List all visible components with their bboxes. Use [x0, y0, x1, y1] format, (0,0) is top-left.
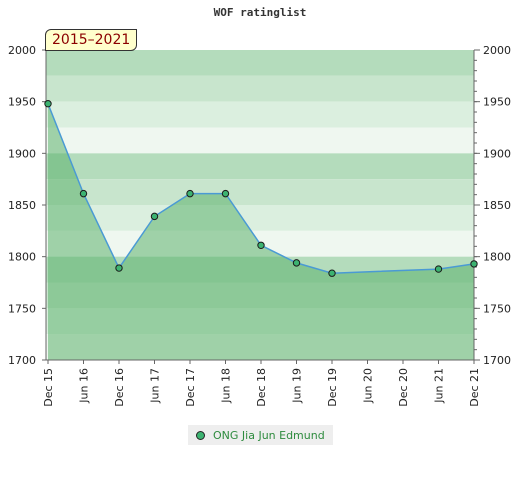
x-tick-label: Dec 18	[255, 368, 268, 407]
y-tick-label-right: 1950	[483, 96, 511, 109]
data-point	[221, 189, 230, 198]
y-tick-label-right: 2000	[483, 44, 511, 57]
data-point	[470, 260, 478, 268]
background-band	[46, 205, 474, 231]
y-tick-label-left: 1850	[8, 199, 36, 212]
data-point	[328, 269, 336, 277]
y-tick-label-left: 2000	[8, 44, 36, 57]
legend-marker-icon	[196, 430, 205, 440]
data-point	[115, 264, 123, 272]
x-tick-label: Dec 17	[184, 368, 197, 407]
x-tick-label: Jun 20	[362, 368, 375, 404]
data-point	[292, 259, 301, 267]
y-tick-label-left: 1800	[8, 251, 36, 264]
chart-title: WOF ratinglist	[213, 6, 307, 19]
y-tick-label-left: 1750	[8, 302, 36, 315]
y-tick-label-left: 1700	[8, 354, 36, 367]
y-tick-label-right: 1850	[483, 199, 511, 212]
x-tick-label: Dec 19	[326, 368, 339, 407]
x-tick-label: Jun 18	[220, 368, 233, 404]
y-tick-label-right: 1750	[483, 302, 511, 315]
y-tick-label-right: 1800	[483, 251, 511, 264]
data-point	[186, 189, 194, 198]
legend-label: ONG Jia Jun Edmund	[213, 428, 325, 442]
x-tick-label: Jun 16	[78, 368, 91, 404]
x-tick-label: Jun 17	[149, 368, 162, 404]
background-band	[46, 153, 474, 180]
x-tick-label: Dec 20	[397, 368, 410, 407]
x-tick-label: Dec 16	[113, 368, 126, 407]
data-point	[257, 241, 265, 250]
background-band	[46, 179, 474, 205]
x-tick-label: Jun 19	[291, 368, 304, 404]
data-point	[434, 265, 443, 273]
y-tick-label-left: 1950	[8, 96, 36, 109]
background-band	[46, 101, 474, 128]
period-badge: 2015–2021	[45, 29, 138, 51]
data-point	[79, 189, 88, 198]
y-tick-label-right: 1700	[483, 354, 511, 367]
y-tick-label-right: 1900	[483, 147, 511, 160]
data-point	[150, 212, 159, 221]
background-band	[46, 75, 474, 102]
legend[interactable]: ONG Jia Jun Edmund	[188, 425, 333, 445]
y-tick-label-left: 1900	[8, 147, 36, 160]
background-band	[46, 50, 474, 76]
data-point	[44, 100, 52, 108]
x-tick-label: Dec 21	[468, 368, 481, 407]
x-tick-label: Dec 15	[42, 368, 55, 407]
background-band	[46, 127, 474, 154]
series-area	[48, 103, 474, 360]
x-tick-label: Jun 21	[433, 368, 446, 404]
